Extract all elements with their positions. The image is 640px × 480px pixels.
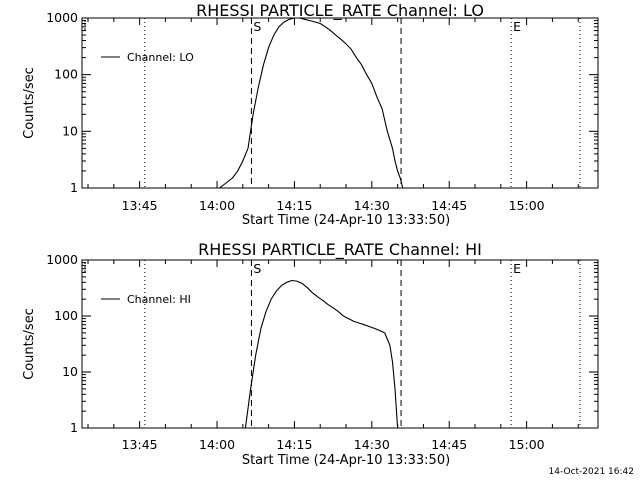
x-tick-label: 14:15 bbox=[276, 198, 312, 213]
x-tick-label: 15:00 bbox=[509, 198, 545, 213]
panel-channel-hi: RHESSI PARTICLE_RATE Channel: HI 13:45 14:… bbox=[22, 240, 599, 468]
x-tick-label: 14:45 bbox=[431, 437, 467, 452]
y-tick-label: 1000 bbox=[46, 10, 78, 25]
legend-label: Channel: HI bbox=[127, 293, 191, 306]
y-tick-label: 10 bbox=[62, 123, 78, 138]
x-tick-label: 15:00 bbox=[509, 437, 545, 452]
time-marker-label: E bbox=[513, 19, 521, 34]
date-stamp: 14-Oct-2021 16:42 bbox=[549, 467, 634, 477]
series-line bbox=[244, 279, 399, 429]
legend-label: Channel: LO bbox=[127, 51, 194, 64]
y-tick-label: 1000 bbox=[46, 252, 78, 267]
x-axis-label: Start Time (24-Apr-10 13:33:50) bbox=[242, 213, 450, 228]
y-tick-label: 1 bbox=[70, 420, 78, 435]
y-axis-label: Counts/sec bbox=[22, 67, 37, 139]
time-marker-label: S bbox=[253, 19, 261, 34]
time-marker-label: E bbox=[513, 261, 521, 276]
time-marker-label: S bbox=[253, 261, 261, 276]
x-tick-label: 14:30 bbox=[354, 198, 390, 213]
x-tick-label: 14:15 bbox=[276, 437, 312, 452]
y-tick-label: 100 bbox=[54, 67, 78, 82]
x-tick-label: 14:30 bbox=[354, 437, 390, 452]
y-axis-label: Counts/sec bbox=[22, 308, 37, 380]
series-line bbox=[219, 17, 408, 189]
plot-frame bbox=[81, 17, 599, 189]
x-tick-label: 14:00 bbox=[199, 198, 235, 213]
y-tick-label: 100 bbox=[54, 308, 78, 323]
panel-channel-lo: RHESSI PARTICLE_RATE Channel: LO 13:45 14:… bbox=[22, 1, 599, 228]
chart-title: RHESSI PARTICLE_RATE Channel: LO bbox=[196, 1, 484, 21]
x-tick-label: 14:00 bbox=[199, 437, 235, 452]
chart-title: RHESSI PARTICLE_RATE Channel: HI bbox=[198, 240, 482, 260]
y-tick-label: 10 bbox=[62, 364, 78, 379]
plot-frame bbox=[81, 259, 599, 429]
y-tick-label: 1 bbox=[70, 180, 78, 195]
x-axis-label: Start Time (24-Apr-10 13:33:50) bbox=[242, 453, 450, 468]
x-tick-label: 13:45 bbox=[122, 437, 158, 452]
x-tick-label: 13:45 bbox=[122, 198, 158, 213]
x-tick-label: 14:45 bbox=[431, 198, 467, 213]
